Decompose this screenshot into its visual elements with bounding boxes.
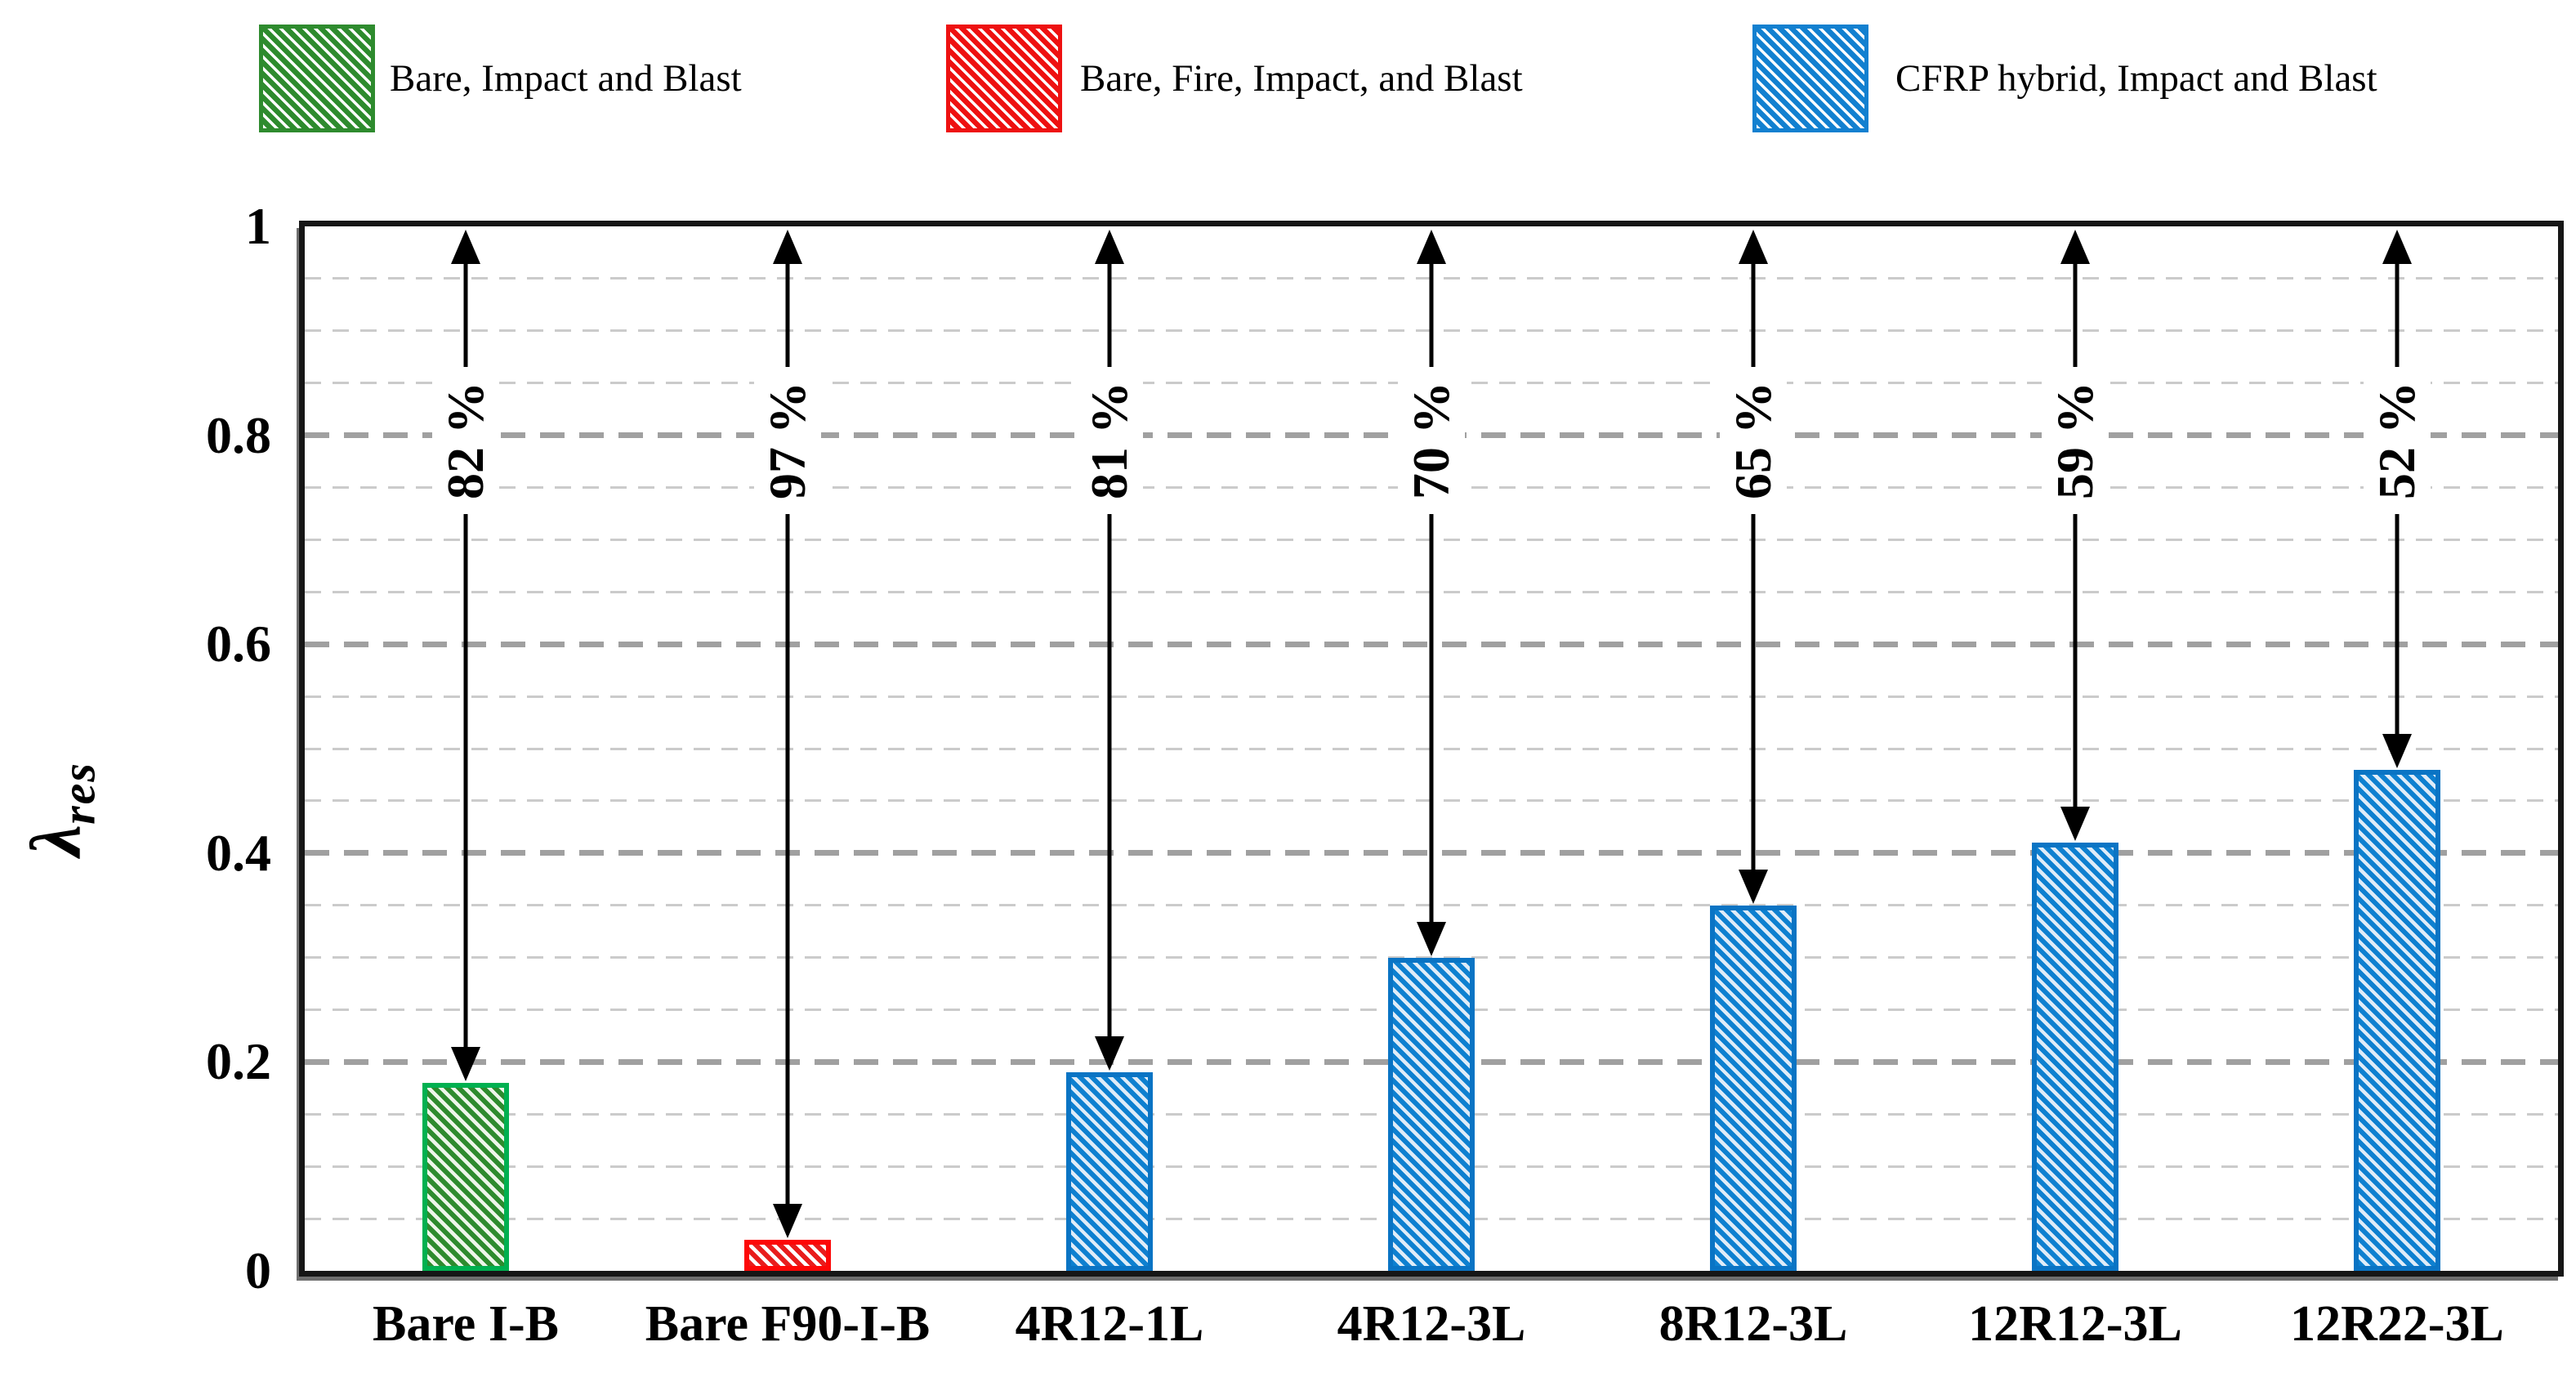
reduction-label: 70 %	[1398, 367, 1465, 514]
legend-swatch-green	[259, 25, 375, 132]
arrow-line	[1107, 259, 1112, 1040]
reduction-label: 59 %	[2042, 367, 2109, 514]
x-tick-label: Bare I-B	[373, 1296, 559, 1352]
legend-swatch-red	[946, 25, 1062, 132]
reduction-arrow: 52 %	[2340, 226, 2454, 1271]
arrow-down-icon	[2060, 807, 2090, 842]
reduction-label: 52 %	[2364, 367, 2431, 514]
arrow-down-icon	[1417, 921, 1446, 956]
x-tick-label: 12R22-3L	[2290, 1296, 2504, 1352]
y-tick-label: 1	[245, 197, 271, 255]
arrow-up-icon	[773, 230, 802, 264]
legend-label: CFRP hybrid, Impact and Blast	[1895, 57, 2377, 100]
reduction-label: 97 %	[754, 367, 821, 514]
y-tick-label: 0.8	[206, 405, 271, 464]
reduction-arrow: 65 %	[1696, 226, 1810, 1271]
bar-8R12-3L	[1710, 905, 1797, 1271]
y-axis-subscript: res	[51, 762, 105, 825]
x-tick-label: 12R12-3L	[1968, 1296, 2182, 1352]
x-tick-label: 4R12-1L	[1015, 1296, 1204, 1352]
plot-area: 82 % 97 % 81 % 70 % 65 % 59 % 52 %	[305, 226, 2558, 1271]
arrow-down-icon	[773, 1203, 802, 1238]
arrow-up-icon	[1417, 230, 1446, 264]
legend-label: Bare, Fire, Impact, and Blast	[1080, 57, 1523, 100]
bar-Bare F90-I-B	[744, 1239, 831, 1271]
x-tick-label: Bare F90-I-B	[645, 1296, 931, 1352]
legend-label: Bare, Impact and Blast	[390, 57, 742, 100]
arrow-up-icon	[451, 230, 480, 264]
bar-4R12-3L	[1388, 957, 1475, 1271]
y-tick-label: 0.6	[206, 615, 271, 673]
arrow-down-icon	[451, 1046, 480, 1081]
bar-4R12-1L	[1066, 1072, 1153, 1271]
y-tick-label: 0.4	[206, 823, 271, 882]
legend-swatch-blue	[1752, 25, 1868, 132]
gridline-minor	[305, 956, 2558, 959]
reduction-arrow: 81 %	[1052, 226, 1167, 1271]
y-tick-label: 0.2	[206, 1032, 271, 1091]
arrow-down-icon	[2382, 733, 2412, 768]
reduction-label: 65 %	[1720, 367, 1787, 514]
y-axis-symbol: λ	[16, 824, 96, 856]
arrow-up-icon	[2060, 230, 2090, 264]
arrow-down-icon	[1095, 1036, 1124, 1071]
reduction-arrow: 82 %	[408, 226, 523, 1271]
arrow-line	[1751, 259, 1756, 873]
y-axis-title: λres	[16, 762, 106, 856]
arrow-up-icon	[1739, 230, 1768, 264]
arrow-line	[785, 259, 790, 1207]
arrow-up-icon	[2382, 230, 2412, 264]
bar-12R22-3L	[2354, 769, 2440, 1271]
arrow-line	[463, 259, 468, 1050]
bar-Bare I-B	[422, 1082, 509, 1271]
x-tick-label: 8R12-3L	[1659, 1296, 1848, 1352]
reduction-arrow: 70 %	[1374, 226, 1489, 1271]
reduction-arrow: 59 %	[2018, 226, 2132, 1271]
arrow-line	[1429, 259, 1434, 925]
arrow-up-icon	[1095, 230, 1124, 264]
bar-12R12-3L	[2032, 843, 2118, 1271]
reduction-arrow: 97 %	[730, 226, 845, 1271]
reduction-label: 81 %	[1076, 367, 1143, 514]
reduction-label: 82 %	[432, 367, 499, 514]
arrow-line	[2073, 259, 2078, 811]
x-tick-label: 4R12-3L	[1337, 1296, 1526, 1352]
arrow-down-icon	[1739, 869, 1768, 904]
y-tick-label: 0	[245, 1241, 271, 1299]
